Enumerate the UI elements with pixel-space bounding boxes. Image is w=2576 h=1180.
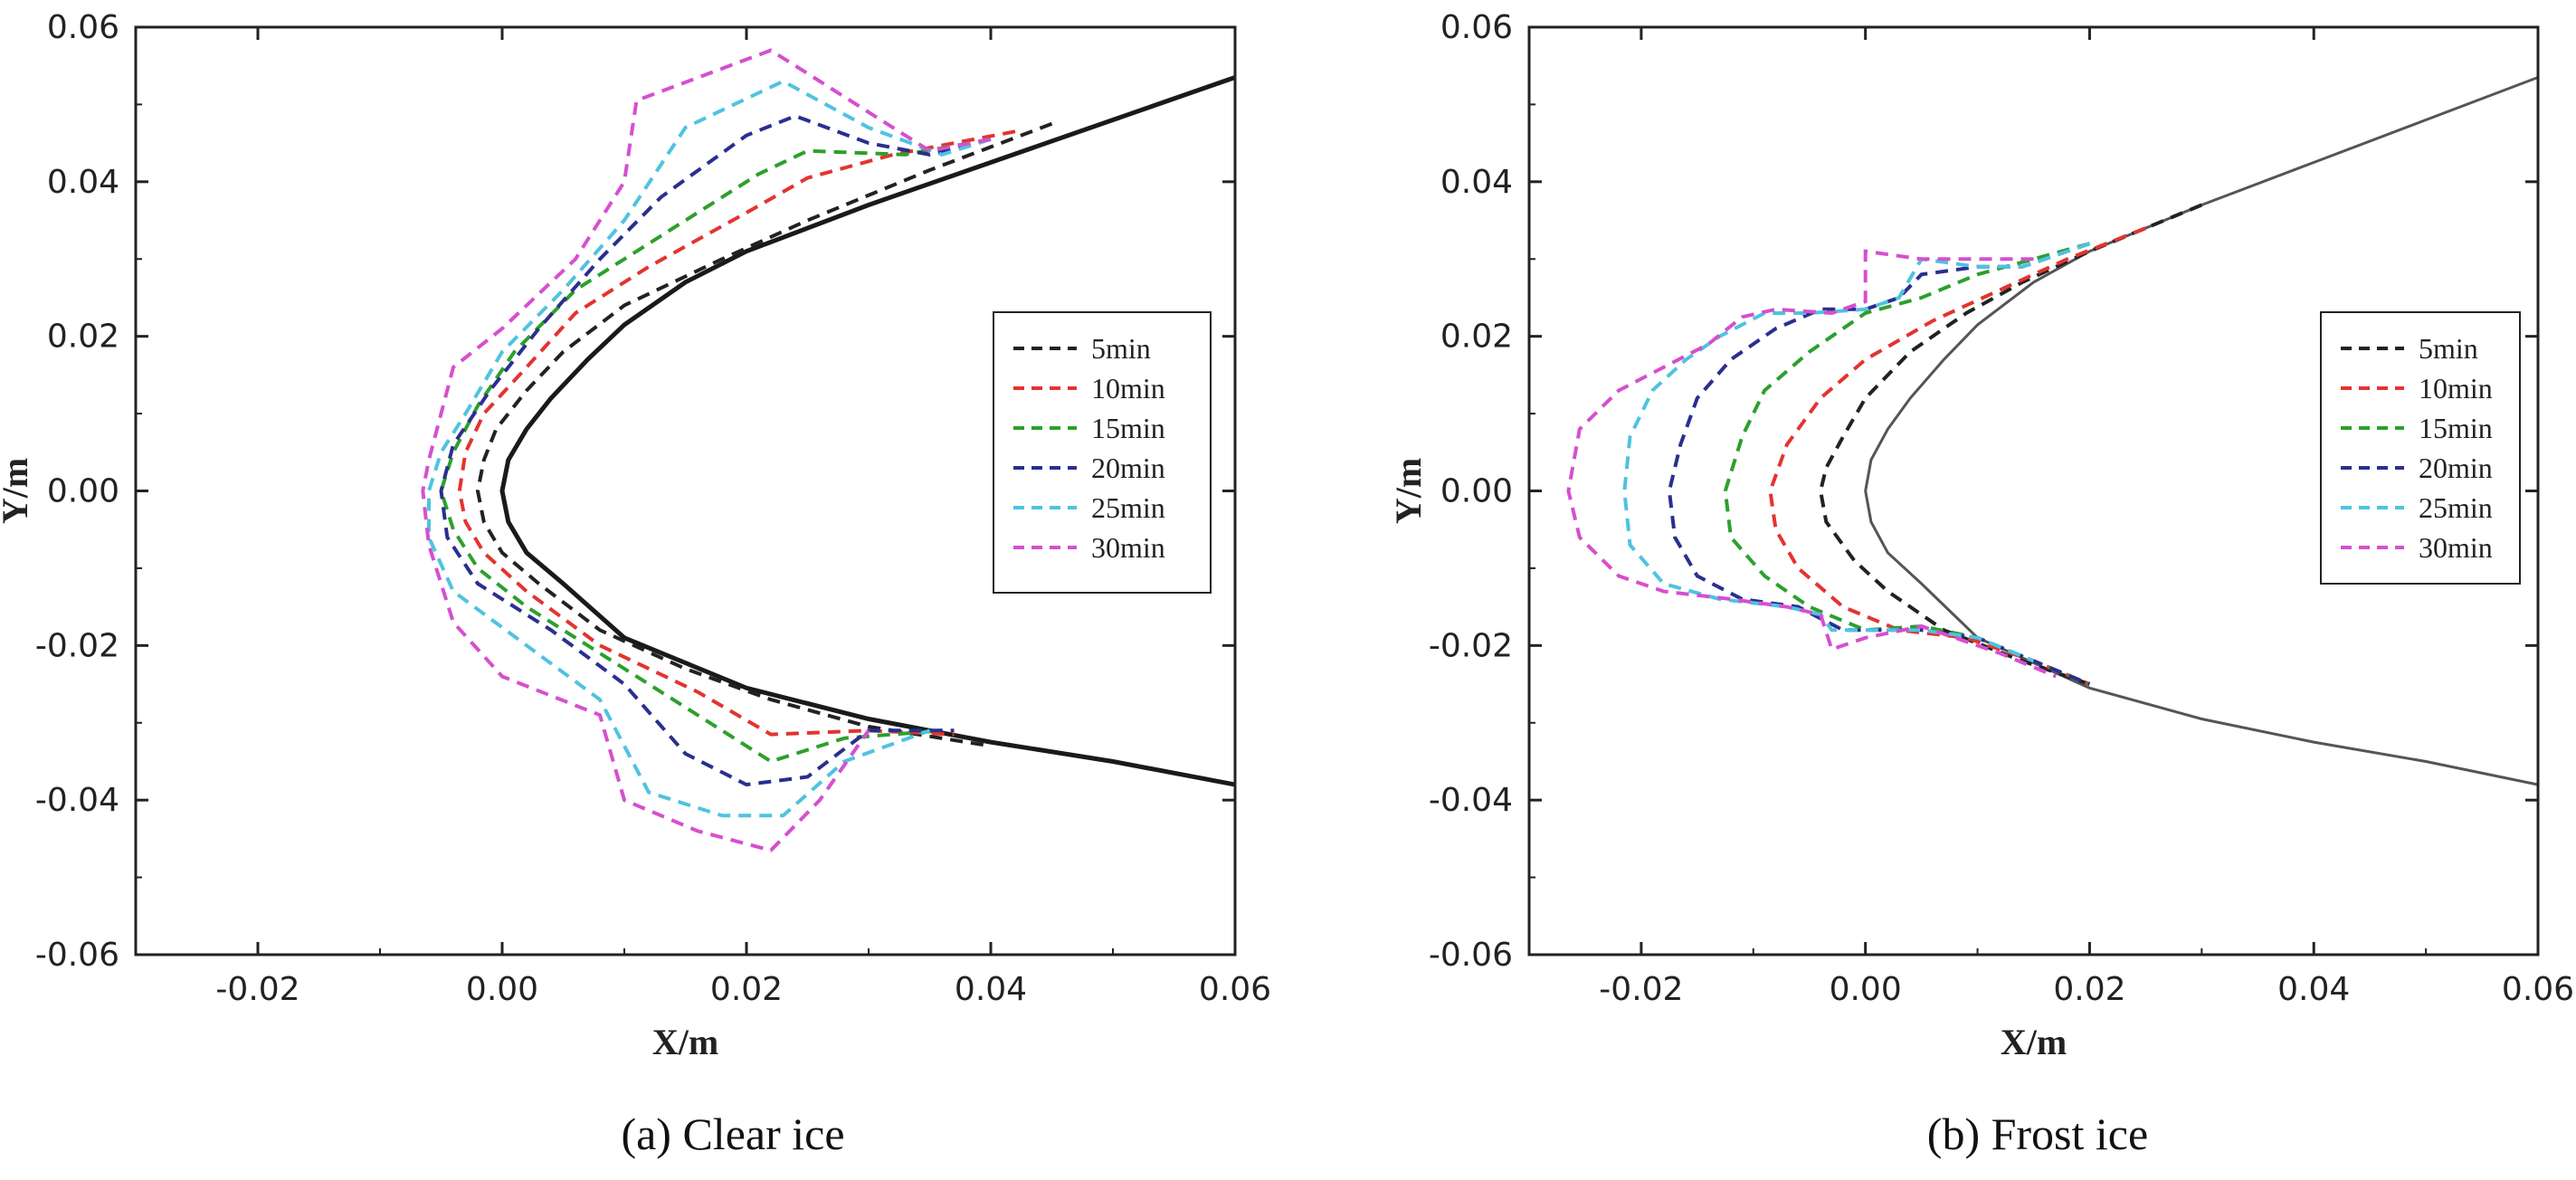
panel-b-x-axis-label: X/m xyxy=(2001,1022,2067,1062)
legend-label-5min: 5min xyxy=(2419,332,2478,365)
x-tick-label: 0.06 xyxy=(1199,971,1271,1008)
panel-a-x-axis-label: X/m xyxy=(652,1022,718,1062)
series-line-25min xyxy=(1622,242,2091,663)
legend-label-10min: 10min xyxy=(1091,372,1165,404)
panel-a-y-axis-label: Y/m xyxy=(0,458,35,524)
series-line-15min xyxy=(1723,242,2091,686)
panel-b-caption: (b) Frost ice xyxy=(1927,1109,2148,1159)
panel-b-series xyxy=(1566,203,2203,686)
panel-a-plot-frame xyxy=(134,25,1237,956)
legend-label-5min: 5min xyxy=(1091,332,1151,365)
y-tick-label: 0.00 xyxy=(47,473,119,510)
panel-b-legend: 5min 10min 15min 20min 25min 30min xyxy=(2320,311,2521,585)
x-tick-label: 0.00 xyxy=(1830,971,1902,1008)
series-line-25min xyxy=(427,79,992,818)
x-tick-label: 0.00 xyxy=(466,971,538,1008)
legend-label-15min: 15min xyxy=(2419,412,2493,444)
legend-label-25min: 25min xyxy=(2419,491,2493,524)
y-tick-label: -0.04 xyxy=(1429,782,1513,819)
series-line-20min xyxy=(439,114,992,787)
legend-box xyxy=(993,311,1212,594)
legend-label-25min: 25min xyxy=(1091,491,1165,524)
panel-b-clean-surface xyxy=(1864,76,2539,786)
clean-surface-line xyxy=(1864,76,2539,786)
legend-label-30min: 30min xyxy=(1091,531,1165,564)
panel-a-clean-surface xyxy=(499,75,1236,787)
legend-box xyxy=(2320,311,2521,585)
series-line-5min xyxy=(1819,203,2203,686)
legend-label-10min: 10min xyxy=(2419,372,2493,404)
y-tick-label: -0.06 xyxy=(35,937,119,974)
y-tick-label: -0.06 xyxy=(1429,937,1513,974)
x-tick-label: 0.04 xyxy=(955,971,1027,1008)
y-tick-label: 0.06 xyxy=(47,9,119,46)
series-line-5min xyxy=(475,121,1053,748)
panel-b-y-axis-label: Y/m xyxy=(1388,458,1429,524)
series-line-15min xyxy=(439,137,992,764)
panel-b-ticks: -0.02 0.00 0.02 0.04 0.06 -0.06 -0.04 -0.02 0.00… xyxy=(1429,9,2574,1008)
x-tick-label: 0.02 xyxy=(2053,971,2125,1008)
x-tick-label: 0.04 xyxy=(2277,971,2350,1008)
clean-surface-line xyxy=(499,75,1236,787)
panel-b-plot-frame xyxy=(1527,25,2540,956)
x-tick-label: -0.02 xyxy=(1599,971,1683,1008)
series-line-30min xyxy=(421,48,992,852)
panel-clear-ice: -0.02 0.00 0.02 0.04 0.06 -0.06 -0.04 -0.02 0.00… xyxy=(0,9,1271,1159)
legend-label-15min: 15min xyxy=(1091,412,1165,444)
y-tick-label: 0.04 xyxy=(1440,164,1513,201)
y-tick-label: -0.02 xyxy=(35,627,119,664)
y-tick-label: 0.02 xyxy=(47,319,119,356)
series-line-30min xyxy=(1566,249,2058,679)
legend-label-20min: 20min xyxy=(2419,452,2493,484)
x-tick-label: 0.02 xyxy=(710,971,783,1008)
y-tick-label: -0.04 xyxy=(35,782,119,819)
panel-a-ticks: -0.02 0.00 0.02 0.04 0.06 -0.06 -0.04 -0.02 0.00… xyxy=(35,9,1271,1008)
series-line-10min xyxy=(457,129,1016,737)
legend-label-20min: 20min xyxy=(1091,452,1165,484)
x-tick-label: 0.06 xyxy=(2502,971,2574,1008)
y-tick-label: 0.06 xyxy=(1440,9,1513,46)
x-tick-label: -0.02 xyxy=(215,971,299,1008)
panel-a-series xyxy=(421,48,1053,852)
y-tick-label: 0.02 xyxy=(1440,319,1513,356)
y-tick-label: 0.04 xyxy=(47,164,119,201)
y-tick-label: -0.02 xyxy=(1429,627,1513,664)
panel-a-caption: (a) Clear ice xyxy=(621,1109,844,1159)
y-tick-label: 0.00 xyxy=(1440,473,1513,510)
panel-a-legend: 5min 10min 15min 20min 25min 30min xyxy=(993,311,1212,594)
legend-label-30min: 30min xyxy=(2419,531,2493,564)
panel-frost-ice: -0.02 0.00 0.02 0.04 0.06 -0.06 -0.04 -0.02 0.00… xyxy=(1388,9,2574,1159)
